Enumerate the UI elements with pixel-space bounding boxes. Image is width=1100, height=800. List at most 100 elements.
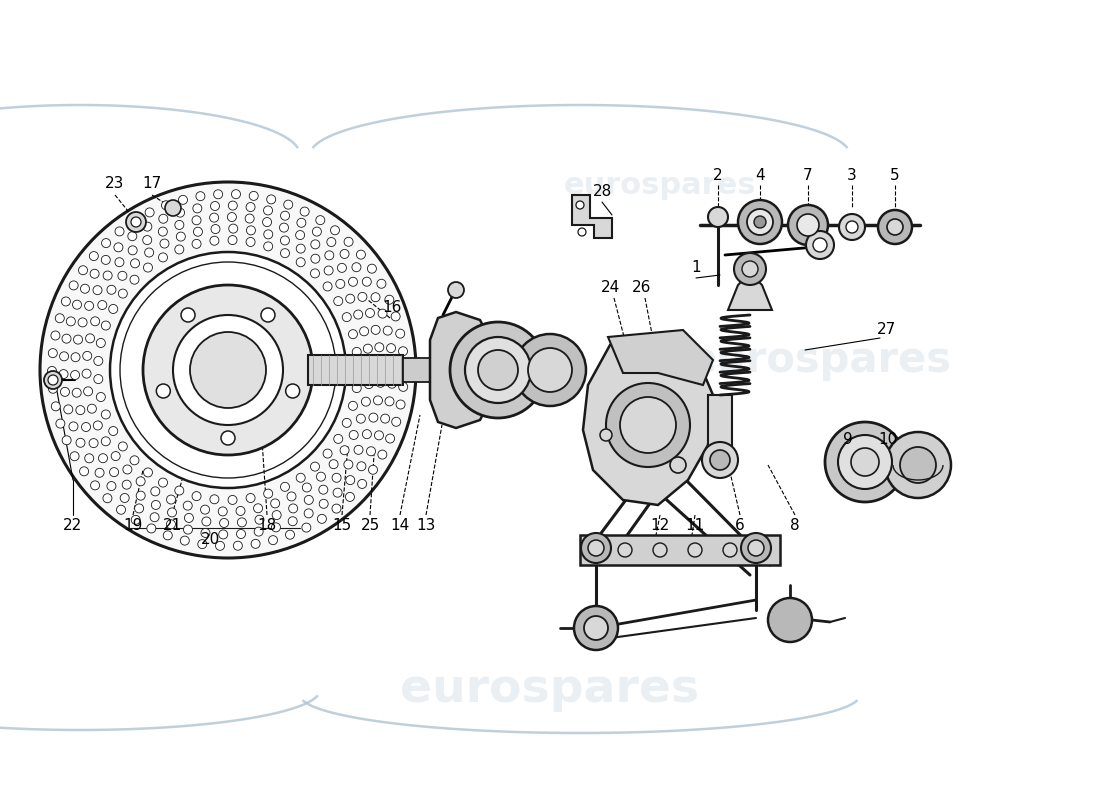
Circle shape <box>846 221 858 233</box>
Text: 4: 4 <box>756 167 764 182</box>
Circle shape <box>754 543 767 557</box>
Circle shape <box>723 543 737 557</box>
Circle shape <box>81 422 90 431</box>
Circle shape <box>272 510 282 519</box>
Circle shape <box>114 258 124 266</box>
Circle shape <box>130 456 139 465</box>
Circle shape <box>368 413 378 422</box>
Circle shape <box>806 231 834 259</box>
Circle shape <box>362 397 371 406</box>
Circle shape <box>246 494 255 502</box>
Circle shape <box>129 246 138 255</box>
Circle shape <box>107 482 116 490</box>
Text: 9: 9 <box>843 433 852 447</box>
Circle shape <box>255 515 264 524</box>
Circle shape <box>60 387 69 396</box>
Text: 14: 14 <box>390 518 409 533</box>
Circle shape <box>180 536 189 545</box>
Circle shape <box>119 289 128 298</box>
Circle shape <box>288 517 297 526</box>
Circle shape <box>229 201 238 210</box>
Circle shape <box>202 439 215 451</box>
Circle shape <box>158 214 168 223</box>
Circle shape <box>264 242 273 251</box>
Circle shape <box>143 468 153 477</box>
Circle shape <box>514 334 586 406</box>
Circle shape <box>381 414 389 423</box>
Circle shape <box>344 460 353 469</box>
Circle shape <box>363 344 373 353</box>
Circle shape <box>120 494 129 502</box>
Circle shape <box>158 253 167 262</box>
Circle shape <box>94 357 102 366</box>
Circle shape <box>111 451 120 461</box>
Circle shape <box>324 266 333 275</box>
Circle shape <box>55 314 64 322</box>
Circle shape <box>319 485 328 494</box>
Circle shape <box>583 543 597 557</box>
Circle shape <box>742 261 758 277</box>
Circle shape <box>101 410 110 419</box>
Circle shape <box>116 227 124 236</box>
Circle shape <box>62 297 70 306</box>
Circle shape <box>399 365 408 374</box>
Circle shape <box>73 388 81 398</box>
Polygon shape <box>572 195 612 238</box>
Circle shape <box>156 384 170 398</box>
Circle shape <box>310 462 319 471</box>
Circle shape <box>128 232 136 241</box>
Circle shape <box>371 293 380 302</box>
Circle shape <box>143 285 314 455</box>
Circle shape <box>344 238 353 246</box>
Circle shape <box>340 446 349 454</box>
Circle shape <box>166 495 176 504</box>
Text: 8: 8 <box>790 518 800 533</box>
Bar <box>308 355 403 385</box>
Circle shape <box>175 486 184 495</box>
Circle shape <box>768 598 812 642</box>
Circle shape <box>323 449 332 458</box>
Circle shape <box>578 228 586 236</box>
Circle shape <box>184 525 192 534</box>
Circle shape <box>196 192 205 201</box>
Text: 23: 23 <box>106 175 124 190</box>
Circle shape <box>62 334 72 343</box>
Circle shape <box>345 294 354 303</box>
Circle shape <box>364 380 373 389</box>
Circle shape <box>76 406 85 414</box>
Circle shape <box>70 452 79 461</box>
Circle shape <box>267 402 279 414</box>
Circle shape <box>118 271 127 280</box>
Circle shape <box>329 460 338 469</box>
Circle shape <box>316 216 324 225</box>
Circle shape <box>62 436 72 445</box>
Circle shape <box>360 327 368 336</box>
Circle shape <box>286 384 299 398</box>
Circle shape <box>310 269 319 278</box>
Circle shape <box>40 182 416 558</box>
Circle shape <box>296 258 305 266</box>
Circle shape <box>300 207 309 216</box>
Circle shape <box>59 352 68 361</box>
Circle shape <box>734 253 766 285</box>
Circle shape <box>349 330 358 338</box>
Circle shape <box>336 279 344 289</box>
Circle shape <box>173 315 283 425</box>
Circle shape <box>229 224 238 233</box>
Circle shape <box>221 431 235 445</box>
Circle shape <box>878 210 912 244</box>
Circle shape <box>311 276 321 286</box>
Circle shape <box>267 326 279 338</box>
Circle shape <box>392 312 400 321</box>
Circle shape <box>210 236 219 246</box>
Circle shape <box>392 418 400 426</box>
Circle shape <box>73 300 81 309</box>
Circle shape <box>825 422 905 502</box>
Circle shape <box>396 400 405 409</box>
Circle shape <box>333 297 343 306</box>
Circle shape <box>788 205 828 245</box>
Circle shape <box>284 200 293 209</box>
Circle shape <box>338 263 346 272</box>
Text: 22: 22 <box>64 518 82 533</box>
Circle shape <box>192 492 201 501</box>
